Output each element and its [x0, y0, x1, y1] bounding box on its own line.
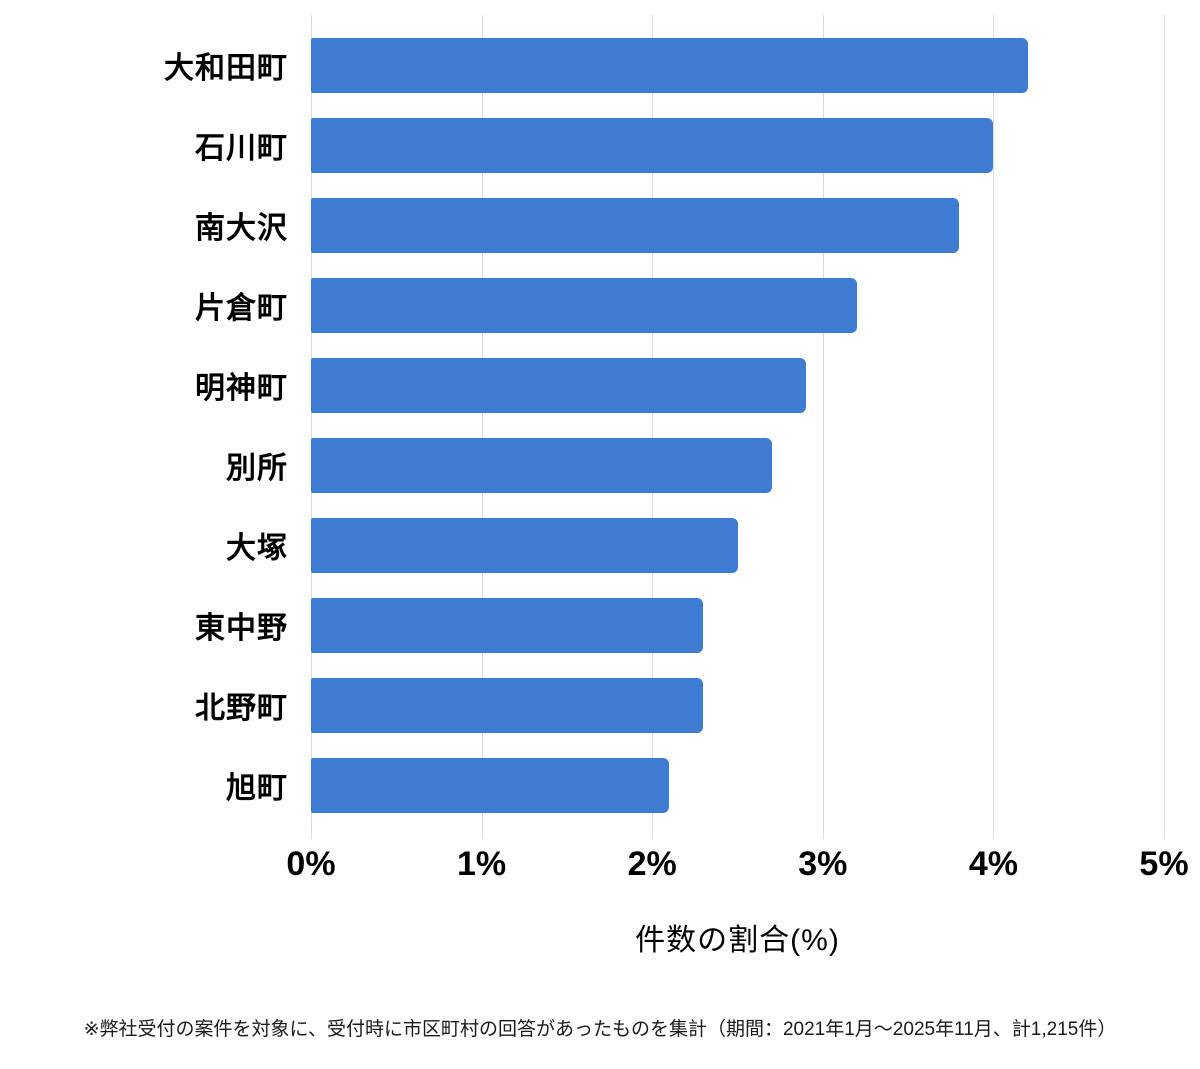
bar-row: [311, 105, 1164, 185]
category-label: 南大沢: [195, 212, 288, 245]
x-axis-title: 件数の割合(%): [635, 924, 840, 957]
category-label: 旭町: [226, 772, 288, 805]
category-axis-labels: 大和田町石川町南大沢片倉町明神町別所大塚東中野北野町旭町: [0, 15, 311, 839]
gridline-3pct: [822, 15, 824, 839]
bar-大和田町: [311, 37, 1028, 93]
category-label: 石川町: [195, 132, 288, 165]
x-axis-tick-labels: 0% 1% 2% 3% 4% 5%: [286, 839, 1188, 889]
category-label: 片倉町: [195, 292, 288, 325]
x-tick-label: 2%: [627, 845, 677, 883]
category-label: 別所: [226, 452, 288, 485]
bar-row: [311, 265, 1164, 345]
bar-大塚: [311, 517, 738, 573]
gridline-1pct: [481, 15, 483, 839]
bar-北野町: [311, 677, 704, 733]
bar-row: [311, 505, 1164, 585]
x-tick-label: 4%: [968, 845, 1018, 883]
bar-row: [311, 665, 1164, 745]
x-tick-label: 5%: [1139, 845, 1189, 883]
category-label: 大塚: [226, 532, 288, 565]
bar-別所: [311, 437, 772, 493]
x-tick-label: 1%: [457, 845, 507, 883]
bar-row: [311, 745, 1164, 825]
x-tick-label: 0%: [286, 845, 336, 883]
plot-area: [311, 15, 1165, 839]
x-tick-label: 3%: [798, 845, 848, 883]
gridline-4pct: [993, 15, 995, 839]
bar-row: [311, 25, 1164, 105]
bar-片倉町: [311, 277, 857, 333]
bar-row: [311, 185, 1164, 265]
bar-旭町: [311, 757, 670, 813]
bar-東中野: [311, 597, 704, 653]
bar-rows: [311, 15, 1164, 839]
bar-row: [311, 585, 1164, 665]
bar-row: [311, 345, 1164, 425]
gridline-0pct: [311, 15, 312, 839]
bar-石川町: [311, 117, 994, 173]
bar-明神町: [311, 357, 806, 413]
category-label: 大和田町: [164, 52, 288, 85]
gridline-2pct: [652, 15, 654, 839]
category-label: 北野町: [195, 692, 288, 725]
category-label: 東中野: [195, 612, 288, 645]
gridline-5pct: [1164, 15, 1165, 839]
bar-南大沢: [311, 197, 960, 253]
category-label: 明神町: [195, 372, 288, 405]
bar-row: [311, 425, 1164, 505]
chart-footnote: ※弊社受付の案件を対象に、受付時に市区町村の回答があったものを集計（期間：202…: [83, 1019, 1117, 1040]
